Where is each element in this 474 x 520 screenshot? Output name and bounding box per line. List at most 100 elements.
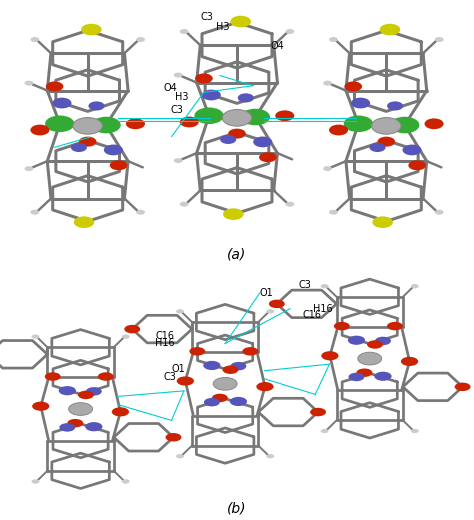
Circle shape (176, 454, 184, 458)
Circle shape (212, 394, 228, 402)
Circle shape (275, 110, 294, 121)
Circle shape (174, 73, 182, 77)
Circle shape (45, 115, 74, 132)
Circle shape (30, 210, 39, 215)
Circle shape (320, 284, 328, 288)
Circle shape (165, 433, 182, 441)
Circle shape (228, 128, 246, 139)
Text: O1: O1 (260, 288, 273, 298)
Circle shape (91, 116, 121, 133)
Circle shape (32, 401, 49, 411)
Text: H16: H16 (313, 304, 332, 314)
Circle shape (136, 210, 145, 215)
Circle shape (348, 373, 365, 381)
Circle shape (122, 479, 130, 484)
Circle shape (387, 101, 403, 111)
Circle shape (356, 369, 373, 377)
Circle shape (74, 216, 94, 228)
Circle shape (126, 119, 145, 129)
Circle shape (230, 362, 246, 370)
Circle shape (358, 352, 382, 365)
Circle shape (213, 378, 237, 390)
Circle shape (177, 376, 194, 385)
Text: O4: O4 (164, 83, 177, 93)
Circle shape (285, 29, 294, 34)
Circle shape (73, 118, 102, 134)
Text: H3: H3 (175, 92, 189, 102)
Circle shape (435, 210, 444, 215)
Circle shape (230, 16, 251, 28)
Circle shape (53, 98, 72, 109)
Circle shape (367, 340, 383, 349)
Circle shape (320, 429, 328, 433)
Text: (b): (b) (227, 501, 247, 515)
Circle shape (176, 309, 184, 314)
Text: H3: H3 (216, 22, 229, 32)
Circle shape (122, 334, 130, 339)
Circle shape (222, 366, 238, 374)
Text: O1: O1 (172, 363, 185, 374)
Text: C3: C3 (164, 372, 176, 382)
Circle shape (220, 135, 236, 144)
Circle shape (372, 118, 401, 134)
Text: C3: C3 (200, 12, 213, 22)
Circle shape (408, 160, 426, 170)
Circle shape (81, 24, 101, 35)
Circle shape (242, 347, 258, 356)
Circle shape (89, 101, 105, 111)
Circle shape (45, 372, 61, 381)
Circle shape (329, 37, 338, 42)
Circle shape (124, 325, 140, 333)
Circle shape (310, 408, 326, 417)
Circle shape (194, 108, 224, 124)
Circle shape (174, 158, 182, 163)
Circle shape (369, 143, 385, 152)
Circle shape (374, 372, 392, 381)
Text: (a): (a) (228, 247, 246, 261)
Circle shape (387, 322, 403, 330)
Circle shape (25, 166, 33, 171)
Circle shape (112, 407, 129, 417)
Circle shape (71, 143, 87, 152)
Text: O4: O4 (270, 41, 284, 51)
Circle shape (401, 357, 418, 366)
Circle shape (25, 81, 33, 86)
Circle shape (344, 115, 373, 132)
Circle shape (435, 37, 444, 42)
Circle shape (455, 383, 471, 391)
Circle shape (329, 210, 338, 215)
Circle shape (377, 137, 395, 147)
Circle shape (373, 216, 393, 228)
Circle shape (30, 37, 39, 42)
Circle shape (195, 73, 213, 83)
Circle shape (46, 82, 64, 92)
Text: C3: C3 (171, 105, 183, 115)
Circle shape (269, 300, 285, 308)
Circle shape (402, 145, 421, 155)
Circle shape (321, 351, 338, 360)
Circle shape (345, 82, 362, 92)
Circle shape (78, 391, 94, 399)
Circle shape (223, 209, 244, 220)
Circle shape (380, 24, 400, 35)
Circle shape (86, 387, 102, 396)
Circle shape (329, 125, 348, 135)
Circle shape (266, 454, 274, 458)
Circle shape (238, 94, 254, 102)
Circle shape (189, 347, 205, 356)
Circle shape (230, 397, 247, 406)
Circle shape (31, 334, 39, 339)
Circle shape (202, 89, 221, 100)
Circle shape (259, 152, 277, 162)
Circle shape (241, 109, 270, 125)
Circle shape (180, 29, 189, 34)
Circle shape (98, 372, 114, 381)
Circle shape (180, 116, 199, 127)
Circle shape (85, 422, 102, 431)
Text: C16: C16 (155, 331, 174, 341)
Circle shape (425, 119, 444, 129)
Circle shape (334, 322, 350, 330)
Text: H16: H16 (155, 338, 175, 348)
Circle shape (109, 160, 128, 170)
Circle shape (180, 202, 189, 206)
